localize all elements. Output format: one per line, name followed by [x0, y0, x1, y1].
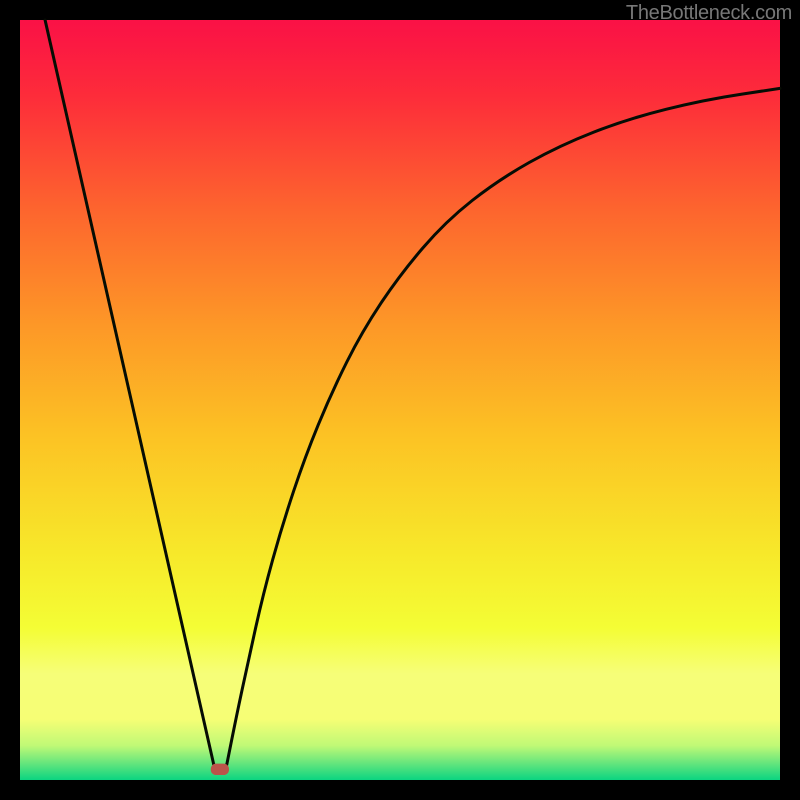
optimal-point-marker	[211, 764, 229, 775]
chart-background	[20, 20, 780, 780]
chart-canvas	[0, 0, 800, 800]
bottleneck-chart: TheBottleneck.com	[0, 0, 800, 800]
